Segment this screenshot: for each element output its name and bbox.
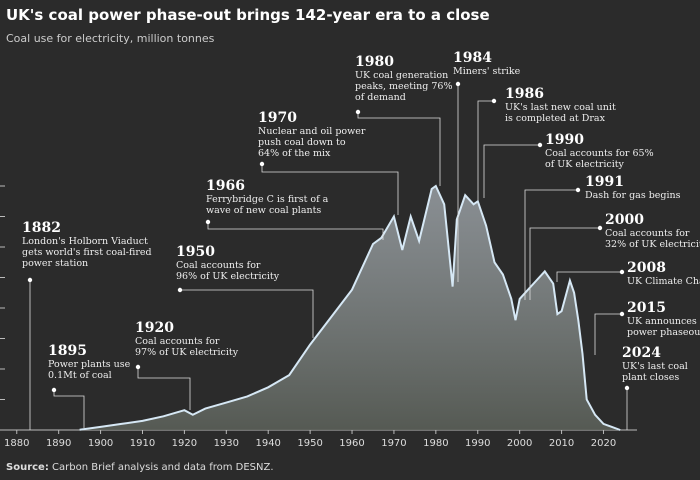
leader-dot xyxy=(205,219,211,225)
annotation-year: 1991 xyxy=(585,174,624,190)
x-tick-label: 1970 xyxy=(381,438,406,449)
leader-dot xyxy=(619,269,625,275)
line xyxy=(79,184,621,431)
annotation-year: 1966 xyxy=(206,178,245,194)
annotation-text: wave of new coal plants xyxy=(206,205,321,216)
annotation-text: Coal accounts for xyxy=(176,260,261,271)
annotation-year: 1984 xyxy=(453,50,492,66)
annotation-text: gets world's first coal-fired xyxy=(22,247,152,258)
leader-line xyxy=(477,100,494,200)
annotation-text: power phaseout xyxy=(627,327,700,338)
x-tick-label: 1960 xyxy=(339,438,364,449)
x-tick-label: 2020 xyxy=(591,438,616,449)
x-tick-label: 1990 xyxy=(465,438,490,449)
leader-dot xyxy=(51,387,57,393)
annotation-text: Coal accounts for 65% xyxy=(545,148,654,159)
annotation-year: 1980 xyxy=(355,54,394,70)
annotation-year: 2015 xyxy=(627,300,666,316)
leader-line xyxy=(137,367,191,410)
leader-line xyxy=(529,227,600,300)
leader-dot xyxy=(135,364,141,370)
leader-dot xyxy=(259,161,265,167)
chart-title: UK's coal power phase-out brings 142-yea… xyxy=(6,6,490,24)
x-tick-label: 1880 xyxy=(4,438,29,449)
x-tick-label: 1920 xyxy=(172,438,197,449)
annotation-year: 1950 xyxy=(176,244,215,260)
annotation-text: of UK electricity xyxy=(545,159,625,170)
leader-line xyxy=(53,390,85,428)
leader-dot xyxy=(619,311,625,317)
annotation-text: 0.1Mt of coal xyxy=(48,370,112,381)
x-tick-label: 2010 xyxy=(549,438,574,449)
annotation-text: UK coal generation xyxy=(355,70,448,81)
x-tick-label: 1950 xyxy=(297,438,322,449)
annotation-year: 1970 xyxy=(258,110,297,126)
leader-dot xyxy=(355,109,361,115)
leader-line xyxy=(556,271,622,282)
annotation-text: UK's last new coal unit xyxy=(505,102,616,113)
annotation-text: power station xyxy=(22,258,88,269)
leader-line xyxy=(180,289,314,338)
leader-line xyxy=(594,313,622,355)
x-tick-label: 1890 xyxy=(46,438,71,449)
leader-dot xyxy=(537,142,543,148)
annotation-text: UK Climate Chang xyxy=(627,276,700,287)
leader-line xyxy=(524,189,578,300)
annotation-text: 97% of UK electricity xyxy=(135,347,239,358)
leader-line xyxy=(207,222,384,240)
area-fill xyxy=(79,186,621,430)
annotation-year: 1895 xyxy=(48,343,87,359)
annotation-year: 2024 xyxy=(622,345,661,361)
source-text: Carbon Brief analysis and data from DESN… xyxy=(52,462,274,473)
leader-dot xyxy=(597,225,603,231)
annotation-text: Dash for gas begins xyxy=(585,190,681,201)
source-label: Source: xyxy=(6,462,49,473)
leader-dot xyxy=(27,277,33,283)
leader-line xyxy=(357,112,441,186)
annotation-year: 1920 xyxy=(135,320,174,336)
annotation-text: Nuclear and oil power xyxy=(258,126,366,137)
leader-dot xyxy=(491,98,497,104)
leader-dot xyxy=(624,385,630,391)
annotation-text: Power plants use xyxy=(48,359,131,370)
x-tick-label: 2000 xyxy=(507,438,532,449)
annotation-text: of demand xyxy=(355,92,406,103)
x-tick-label: 1900 xyxy=(88,438,113,449)
leader-line xyxy=(261,164,399,215)
annotation-year: 2000 xyxy=(605,212,644,228)
annotation-text: London's Holborn Viaduct xyxy=(22,236,148,247)
annotation-text: Coal accounts for xyxy=(135,336,220,347)
leader-dot xyxy=(455,81,461,87)
annotation-text: 64% of the mix xyxy=(258,148,331,159)
annotation-text: push coal down to xyxy=(258,137,346,148)
x-tick-label: 1910 xyxy=(130,438,155,449)
leader-line xyxy=(483,144,540,198)
annotation-text: UK announces co xyxy=(627,316,700,327)
annotation-year: 1882 xyxy=(22,220,61,236)
annotation-text: Miners' strike xyxy=(453,66,521,77)
annotation-year: 2008 xyxy=(627,260,666,276)
source: Source: Carbon Brief analysis and data f… xyxy=(6,462,274,473)
annotation-text: is completed at Drax xyxy=(505,113,606,124)
annotation-text: Ferrybridge C is first of a xyxy=(206,194,329,205)
x-tick-label: 1940 xyxy=(255,438,280,449)
annotation-text: peaks, meeting 76% xyxy=(355,81,452,92)
annotation-text: UK's last coal xyxy=(622,361,688,372)
annotation-year: 1986 xyxy=(505,86,544,102)
chart-subtitle: Coal use for electricity, million tonnes xyxy=(6,32,215,45)
annotation-year: 1990 xyxy=(545,132,584,148)
annotation-text: Coal accounts for xyxy=(605,228,690,239)
x-tick-label: 1930 xyxy=(214,438,239,449)
leader-dot xyxy=(177,287,183,293)
annotation-text: 96% of UK electricity xyxy=(176,271,280,282)
leader-dot xyxy=(575,187,581,193)
annotation-text: 32% of UK electricity xyxy=(605,239,700,250)
annotation-text: plant closes xyxy=(622,372,679,383)
x-tick-label: 1980 xyxy=(423,438,448,449)
